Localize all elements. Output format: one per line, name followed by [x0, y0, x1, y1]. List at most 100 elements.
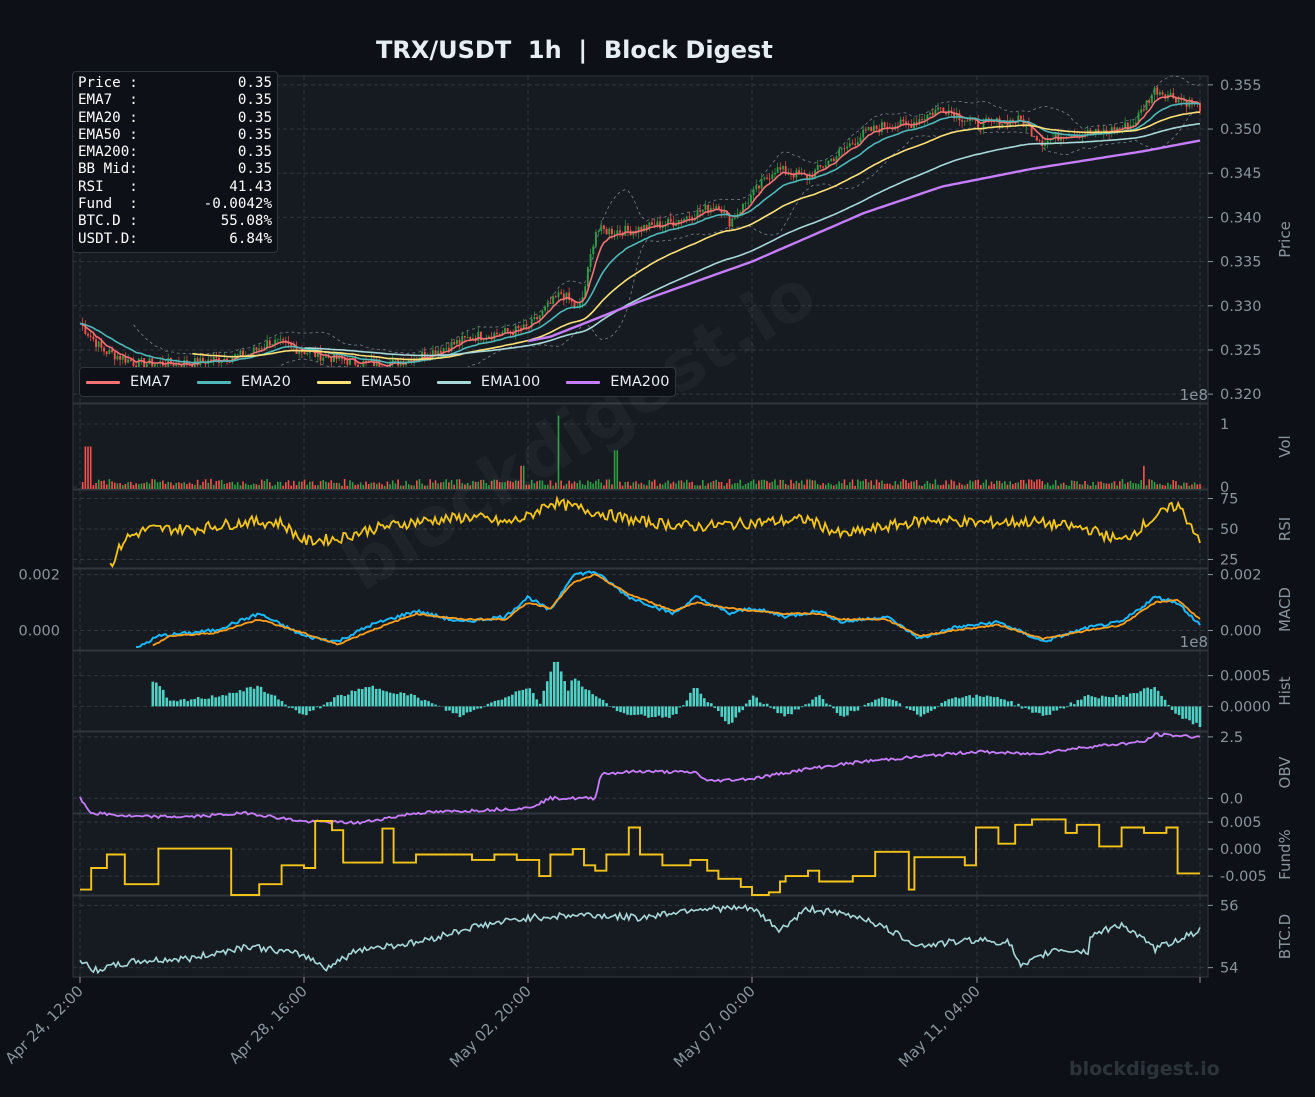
hist-bar — [1121, 695, 1125, 707]
candle-body — [1132, 124, 1135, 126]
hist-bar — [266, 693, 270, 707]
volume-bar — [576, 483, 578, 489]
volume-bar — [886, 483, 889, 489]
volume-bar — [862, 480, 864, 489]
candle-body — [875, 125, 878, 130]
hist-bar — [528, 688, 532, 707]
candle-body — [145, 363, 148, 368]
candle-body — [1070, 135, 1073, 138]
hist-bar — [161, 689, 165, 707]
volume-bar — [442, 481, 445, 489]
volume-bar — [319, 481, 322, 489]
volume-bar — [1183, 482, 1185, 489]
hist-bar — [479, 706, 483, 709]
volume-bar — [1164, 485, 1167, 489]
hist-bar — [654, 706, 657, 717]
volume-bar — [611, 484, 613, 489]
candle-body — [501, 332, 504, 335]
volume-bar — [538, 480, 541, 489]
volume-bar — [247, 484, 250, 489]
watermark-text: blockdigest.io — [1069, 1058, 1220, 1080]
volume-bar — [1161, 485, 1164, 489]
candle-body — [562, 293, 565, 300]
volume-bar — [199, 485, 202, 489]
volume-bar — [204, 479, 207, 489]
hist-bar — [650, 706, 654, 718]
volume-bar — [824, 484, 827, 489]
hist-bar — [350, 690, 354, 707]
candle-body — [132, 361, 135, 366]
volume-bar — [196, 479, 199, 489]
volume-bar — [675, 483, 677, 489]
hist-bar — [1100, 695, 1104, 707]
volume-bar — [990, 481, 993, 489]
hist-bar — [1132, 693, 1135, 707]
hist-bar — [598, 698, 601, 707]
hist-bar — [647, 706, 650, 718]
candle-body — [180, 365, 183, 367]
hist-bar — [912, 706, 916, 711]
volume-bar — [162, 480, 164, 489]
candle-body — [220, 361, 223, 363]
ema200-line — [527, 139, 1201, 343]
volume-bar — [699, 485, 701, 489]
candle-body — [1118, 127, 1121, 129]
candle-body — [712, 208, 715, 210]
candle-body — [680, 219, 683, 222]
hist-bar — [696, 688, 699, 707]
volume-bar — [322, 480, 325, 489]
hist-bar — [291, 706, 294, 709]
volume-bar — [1175, 481, 1177, 489]
candle-body — [669, 218, 672, 222]
volume-bar — [295, 485, 298, 489]
candle-body — [87, 333, 89, 336]
info-label: EMA7 : — [78, 92, 138, 109]
volume-bar — [648, 480, 651, 489]
x-tick-label: May 02, 20:00 — [446, 982, 535, 1071]
candle-body — [987, 118, 990, 120]
scale-label: 1e8 — [1180, 633, 1208, 651]
hist-bar — [758, 702, 762, 707]
hist-bar — [1181, 706, 1184, 719]
candle-body — [215, 357, 218, 358]
info-row: EMA7 : 0.35 — [78, 92, 272, 109]
candle-body — [1033, 136, 1036, 137]
info-row: RSI : 41.43 — [78, 179, 272, 196]
candle-body — [538, 315, 541, 320]
candle-body — [758, 185, 760, 189]
hist-bar — [573, 678, 577, 707]
hist-bar — [409, 693, 413, 707]
hist-bar — [940, 702, 943, 707]
volume-bar — [1052, 484, 1054, 489]
volume-bar — [782, 479, 784, 489]
candle-body — [1030, 126, 1033, 137]
candle-body — [854, 143, 857, 145]
candle-body — [594, 232, 597, 247]
hist-bar — [518, 690, 521, 707]
hist-bar — [504, 697, 507, 707]
volume-bar — [953, 481, 955, 489]
candle-body — [137, 358, 140, 369]
hist-bar — [1128, 693, 1132, 707]
volume-bar — [1049, 485, 1052, 489]
volume-bar — [1060, 483, 1062, 489]
candle-body — [375, 359, 378, 367]
volume-bar — [183, 482, 186, 489]
volume-bar — [132, 484, 135, 489]
candle-body — [480, 331, 482, 340]
candle-body — [1113, 127, 1116, 133]
hist-bar — [511, 694, 514, 707]
candle-body — [741, 203, 744, 213]
volume-bar — [546, 484, 549, 489]
candle-body — [838, 149, 841, 157]
volume-bar — [1124, 483, 1126, 489]
candle-body — [704, 204, 707, 210]
hist-bar — [305, 706, 308, 716]
candle-body — [942, 107, 945, 112]
volume-bar — [440, 482, 442, 489]
hist-bar — [1041, 706, 1045, 716]
volume-bar — [287, 480, 290, 489]
x-tick-label: Apr 28, 16:00 — [226, 982, 311, 1067]
hist-bar — [1167, 704, 1170, 707]
hist-bar — [196, 697, 200, 707]
